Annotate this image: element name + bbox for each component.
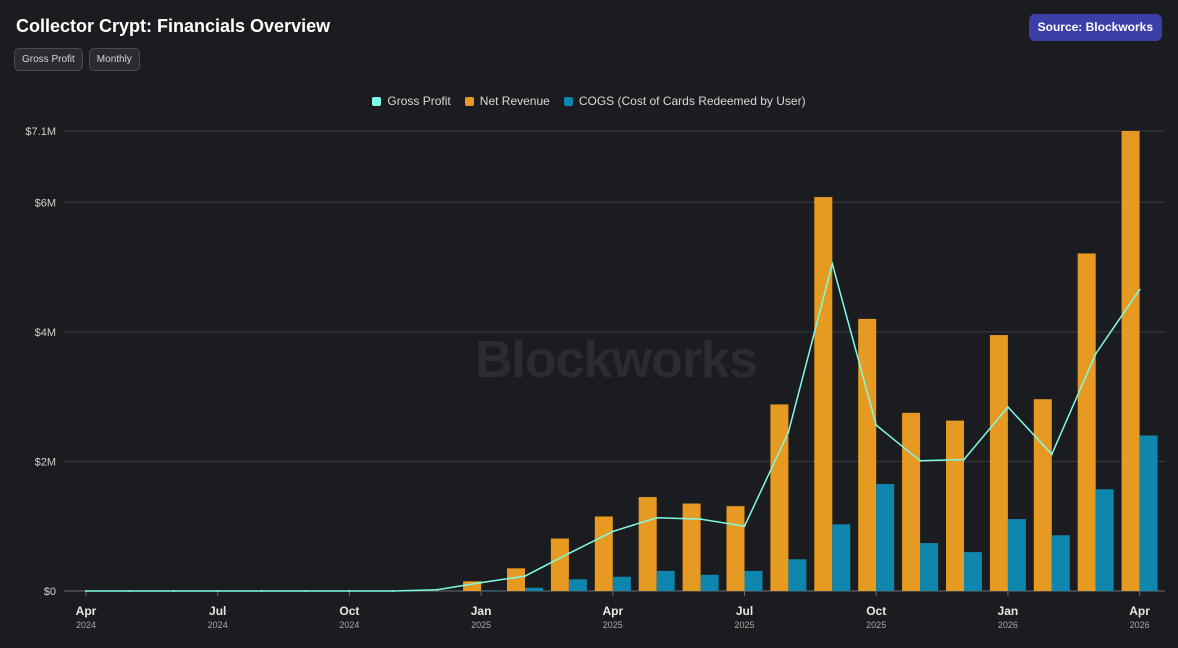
x-tick-label-month: Jul — [736, 604, 753, 618]
gross-profit-point — [1050, 453, 1053, 456]
legend-label-gross-profit: Gross Profit — [387, 94, 451, 108]
gross-profit-point — [128, 590, 131, 592]
gross-profit-point — [1094, 352, 1097, 355]
net-revenue-bar — [550, 538, 569, 591]
gross-profit-point — [963, 458, 965, 461]
watermark-logo: Blockworks — [475, 331, 758, 389]
x-tick-label-year: 2025 — [734, 620, 754, 630]
net-revenue-bar — [902, 412, 921, 591]
x-tick-label-year: 2025 — [866, 620, 886, 630]
page-title: Collector Crypt: Financials Overview — [16, 16, 331, 36]
chart-legend: Gross Profit Net Revenue COGS (Cost of C… — [0, 94, 1178, 108]
net-revenue-bar — [1077, 253, 1096, 592]
x-tick-label-month: Oct — [339, 604, 359, 618]
gross-profit-point — [611, 530, 614, 533]
x-tick-label-year: 2024 — [76, 620, 96, 630]
legend-swatch-net-revenue — [464, 96, 474, 106]
net-revenue-bar — [463, 581, 482, 591]
x-tick-label-year: 2024 — [208, 620, 228, 630]
cogs-bar — [656, 570, 675, 591]
gross-profit-point — [831, 262, 834, 265]
cogs-bar — [1139, 435, 1158, 591]
cogs-bar — [1007, 519, 1026, 591]
x-tick-label-year: 2026 — [1130, 620, 1150, 630]
legend-item-gross-profit[interactable]: Gross Profit — [372, 94, 451, 108]
legend-label-net-revenue: Net Revenue — [479, 94, 550, 108]
gross-profit-point — [919, 459, 922, 462]
cogs-bar — [525, 587, 543, 591]
x-tick-label-year: 2025 — [603, 620, 623, 630]
net-revenue-bar — [989, 335, 1008, 591]
legend-swatch-gross-profit — [372, 96, 382, 106]
legend-item-net-revenue[interactable]: Net Revenue — [464, 94, 550, 108]
net-revenue-bar — [507, 568, 525, 591]
legend-swatch-cogs — [563, 96, 573, 106]
net-revenue-bar — [638, 497, 657, 591]
cogs-bar — [788, 559, 807, 591]
cogs-bar — [744, 570, 763, 591]
gross-profit-point — [743, 525, 746, 528]
cogs-bar — [920, 543, 939, 591]
cogs-bar — [1051, 535, 1070, 591]
net-revenue-bar — [946, 420, 964, 591]
gross-profit-point — [1138, 288, 1141, 291]
x-tick-label-month: Apr — [76, 604, 97, 618]
net-revenue-bar — [858, 318, 877, 591]
y-tick-label: $2M — [35, 456, 56, 468]
net-revenue-bar — [682, 503, 701, 591]
x-tick-label-year: 2024 — [339, 620, 359, 630]
gross-profit-point — [260, 590, 263, 592]
net-revenue-bar — [726, 506, 745, 591]
x-tick-label-month: Apr — [1129, 604, 1150, 618]
gross-profit-point — [216, 590, 219, 592]
x-tick-label-month: Jul — [209, 604, 226, 618]
gross-profit-point — [875, 424, 878, 427]
net-revenue-bar — [814, 197, 833, 591]
cogs-bar — [1095, 489, 1114, 591]
cogs-bar — [700, 574, 719, 591]
gross-profit-point — [172, 590, 175, 592]
gross-profit-point — [304, 590, 307, 592]
net-revenue-bar — [594, 516, 613, 591]
cogs-bar — [964, 552, 982, 591]
net-revenue-bar — [1121, 131, 1140, 591]
cogs-bar — [612, 576, 631, 591]
gross-profit-point — [787, 431, 790, 434]
gross-profit-point — [1006, 406, 1009, 408]
gross-profit-point — [655, 516, 658, 519]
gross-profit-point — [392, 590, 395, 592]
y-tick-label: $4M — [35, 327, 56, 339]
gross-profit-point — [85, 590, 87, 592]
x-tick-label-month: Apr — [602, 604, 623, 618]
cogs-bar — [481, 590, 500, 591]
x-tick-label-month: Oct — [866, 604, 886, 618]
gross-profit-point — [480, 581, 483, 584]
y-tick-label: $7.1M — [25, 126, 56, 138]
x-tick-label-month: Jan — [471, 604, 492, 618]
gross-profit-point — [699, 518, 702, 521]
source-badge[interactable]: Source: Blockworks — [1028, 14, 1162, 41]
x-tick-label-year: 2025 — [471, 620, 491, 630]
cogs-bar — [832, 524, 851, 591]
y-tick-label: $6M — [35, 197, 56, 209]
cogs-bar — [876, 484, 895, 591]
x-tick-label-month: Jan — [998, 604, 1019, 618]
x-tick-label-year: 2026 — [998, 620, 1018, 630]
metric-chip[interactable]: Gross Profit — [14, 48, 83, 71]
legend-label-cogs: COGS (Cost of Cards Redeemed by User) — [578, 94, 806, 108]
filter-chips: Gross Profit Monthly — [14, 48, 140, 71]
interval-chip[interactable]: Monthly — [88, 48, 140, 71]
y-tick-label: $0 — [44, 586, 56, 598]
net-revenue-bar — [1033, 399, 1052, 591]
legend-item-cogs[interactable]: COGS (Cost of Cards Redeemed by User) — [563, 94, 806, 108]
net-revenue-bar — [770, 404, 789, 591]
gross-profit-point — [348, 590, 351, 592]
gross-profit-point — [436, 588, 439, 591]
cogs-bar — [568, 579, 587, 591]
gross-profit-point — [567, 552, 570, 555]
gross-profit-point — [524, 575, 526, 578]
